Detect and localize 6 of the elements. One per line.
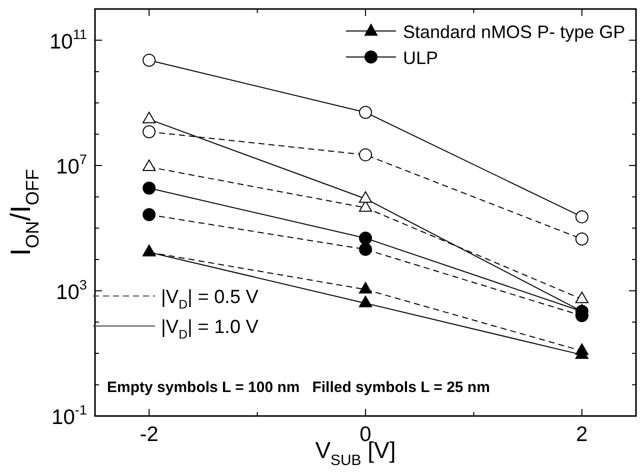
legend-label: Standard nMOS P- type GP [403, 22, 626, 42]
annotation: Empty symbols L = 100 nm Filled symbols L = 25 nm [107, 379, 490, 396]
legend-label: ULP [403, 48, 438, 68]
y-axis-title: ION/IOFF [5, 169, 42, 256]
x-tick-label: -2 [140, 423, 158, 446]
x-tick-label: 2 [576, 423, 588, 446]
